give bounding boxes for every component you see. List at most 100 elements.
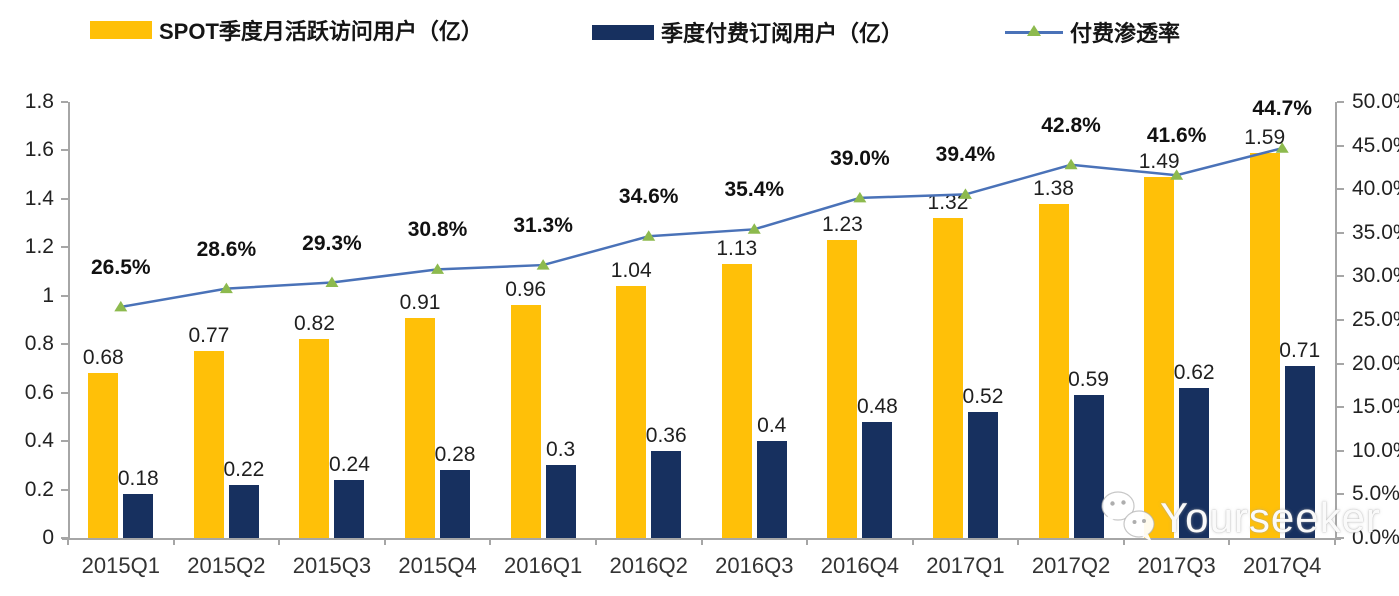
paid-bar-value-label: 0.24 xyxy=(329,452,370,476)
x-axis-tick xyxy=(1334,538,1336,545)
x-axis-tick xyxy=(489,538,492,545)
x-axis-category-label: 2017Q1 xyxy=(926,553,1005,578)
mau-bar-value-label: 1.38 xyxy=(1033,176,1074,200)
right-axis-tick-label: 45.0% xyxy=(1352,133,1399,157)
right-axis-tick xyxy=(1337,101,1344,103)
penetration-point-marker xyxy=(536,259,550,270)
paid-bar xyxy=(334,479,365,538)
penetration-value-label: 44.7% xyxy=(1252,97,1312,121)
mau-bar-value-label: 1.13 xyxy=(716,237,758,261)
x-axis-category-label: 2015Q1 xyxy=(81,553,160,578)
legend-item-paid: 季度付费订阅用户（亿） xyxy=(592,17,903,47)
x-axis-tick xyxy=(67,538,69,545)
mau-bar-value-label: 0.96 xyxy=(505,278,547,302)
paid-bar xyxy=(967,412,998,538)
right-axis-tick xyxy=(1337,144,1344,147)
paid-bar-value-label: 0.59 xyxy=(1068,368,1109,392)
penetration-point-marker xyxy=(431,263,445,274)
right-axis-tick xyxy=(1337,493,1344,496)
penetration-value-label: 34.6% xyxy=(618,185,679,209)
right-axis-tick-label: 25.0% xyxy=(1352,308,1399,331)
mau-bar-value-label: 1.32 xyxy=(927,191,969,215)
penetration-point-marker xyxy=(325,276,339,288)
x-axis-category-label: 2015Q3 xyxy=(292,553,372,578)
right-axis-tick-label: 0.0% xyxy=(1352,526,1399,549)
x-axis-tick xyxy=(594,538,597,545)
right-axis-tick xyxy=(1337,188,1344,191)
left-axis-tick-label: 0.4 xyxy=(24,429,54,453)
left-axis-tick xyxy=(61,101,68,103)
left-axis-tick xyxy=(61,246,68,249)
penetration-point-marker xyxy=(853,191,867,203)
left-axis-tick-label: 1.6 xyxy=(24,138,54,162)
mau-bar xyxy=(1144,177,1175,538)
mau-legend-label: SPOT季度月活跃访问用户（亿） xyxy=(159,19,483,44)
paid-legend-swatch xyxy=(592,24,654,40)
watermark-text: Yourseeker xyxy=(1160,494,1381,541)
left-axis-tick-label: 0.8 xyxy=(24,332,54,356)
paid-bar-value-label: 0.18 xyxy=(117,467,159,491)
legend-item-mau: SPOT季度月活跃访问用户（亿） xyxy=(90,15,483,45)
mau-bar-value-label: 1.59 xyxy=(1244,125,1286,149)
paid-bar-value-label: 0.4 xyxy=(757,414,787,438)
penetration-line xyxy=(120,147,1283,309)
penetration-value-label: 28.6% xyxy=(196,237,257,261)
right-axis-tick xyxy=(1337,362,1344,365)
x-axis-category-label: 2016Q1 xyxy=(503,553,583,578)
x-axis-category-label: 2017Q3 xyxy=(1137,553,1216,578)
right-axis-tick xyxy=(1337,275,1344,278)
left-axis-tick-label: 1.8 xyxy=(24,90,54,113)
mau-bar xyxy=(88,373,119,538)
paid-bar xyxy=(1179,387,1210,538)
right-axis-tick-label: 20.0% xyxy=(1352,351,1399,375)
paid-bar xyxy=(1284,366,1315,538)
x-axis-category-label: 2016Q4 xyxy=(820,553,900,578)
x-axis-tick xyxy=(1017,538,1020,545)
right-axis-tick xyxy=(1337,231,1344,234)
mau-bar xyxy=(721,264,752,538)
mau-bar-value-label: 0.77 xyxy=(188,324,230,348)
paid-bar xyxy=(651,450,682,538)
mau-bar-value-label: 1.49 xyxy=(1138,150,1180,174)
mau-bar xyxy=(405,317,436,538)
penetration-legend-swatch xyxy=(1005,23,1063,41)
left-axis-tick xyxy=(61,343,68,346)
penetration-value-label: 42.8% xyxy=(1041,113,1101,137)
x-axis-tick xyxy=(383,538,386,545)
penetration-point-marker xyxy=(747,223,761,234)
left-axis-tick xyxy=(61,537,68,539)
penetration-point-marker xyxy=(1064,158,1078,170)
mau-bar-value-label: 1.04 xyxy=(610,259,652,283)
x-axis-tick xyxy=(700,538,703,545)
penetration-value-label: 29.3% xyxy=(302,231,362,255)
x-axis-tick xyxy=(172,538,175,545)
penetration-value-label: 39.0% xyxy=(830,146,890,170)
left-axis-tick xyxy=(61,197,68,200)
paid-bar xyxy=(440,470,471,538)
penetration-value-label: 26.5% xyxy=(91,255,151,279)
left-axis-tick xyxy=(61,149,68,152)
mau-bar xyxy=(299,339,330,538)
mau-bar xyxy=(193,351,224,538)
paid-bar-value-label: 0.3 xyxy=(546,438,576,462)
penetration-value-label: 35.4% xyxy=(724,178,785,202)
right-axis-tick-label: 10.0% xyxy=(1352,438,1399,462)
left-axis-tick-label: 1.2 xyxy=(24,235,54,259)
left-axis-tick-label: 1 xyxy=(42,283,54,307)
mau-bar-value-label: 0.82 xyxy=(294,312,335,336)
paid-bar-value-label: 0.22 xyxy=(223,457,265,481)
penetration-point-marker xyxy=(642,230,656,241)
right-axis-tick-label: 40.0% xyxy=(1352,177,1399,201)
right-axis-tick xyxy=(1337,449,1344,452)
triangle-marker-icon xyxy=(1027,25,1041,36)
right-axis-tick-label: 5.0% xyxy=(1352,482,1399,506)
penetration-value-label: 41.6% xyxy=(1146,124,1207,148)
left-axis-tick xyxy=(61,391,68,394)
left-axis-tick xyxy=(61,488,68,491)
mau-bar-value-label: 0.91 xyxy=(399,290,441,314)
paid-bar xyxy=(228,484,259,538)
x-axis-category-label: 2016Q3 xyxy=(715,553,794,578)
penetration-value-label: 39.4% xyxy=(935,143,996,167)
mau-bar xyxy=(510,305,541,538)
